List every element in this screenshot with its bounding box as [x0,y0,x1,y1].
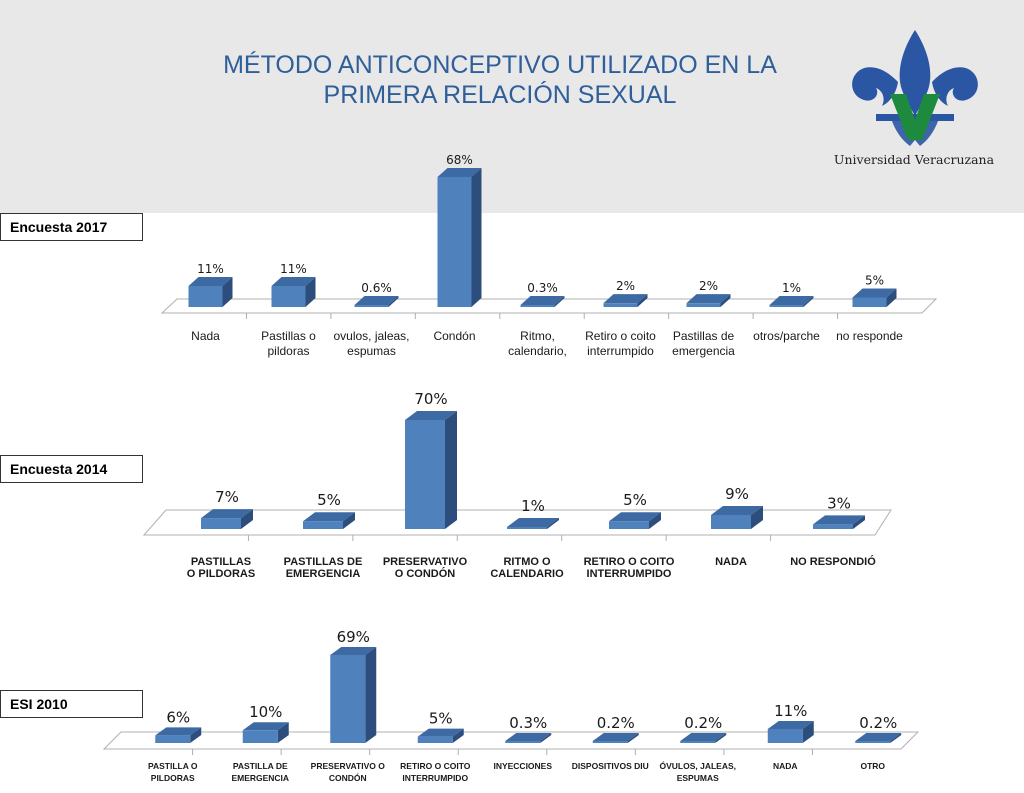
bar [813,515,865,529]
bar [505,733,552,743]
category-label: PASTILLA DE EMERGENCIA [231,761,289,783]
bar [767,720,814,743]
bar [603,294,648,307]
bar [271,276,316,307]
category-label: INYECCIONES [493,761,552,771]
data-label: 5% [429,710,453,728]
bar [303,512,355,529]
category-label: Ritmo, calendario, [508,329,567,358]
survey-label-2010: ESI 2010 [0,690,143,718]
category-label: NADA [773,761,798,771]
data-label: 5% [317,491,341,509]
category-label: PASTILLAS O PILDORAS [187,556,255,580]
category-label: PRESERVATIVO O CONDÓN [311,761,386,783]
bar [769,296,814,307]
data-label: 3% [827,494,851,512]
category-label: OTRO [860,761,885,771]
bar [330,647,377,743]
chart-2014: 7% PASTILLAS O PILDORAS 5% PASTILLAS DE EMERG… [142,390,892,580]
category-label: Pastillas o pildoras [261,329,316,358]
bar [437,168,482,307]
data-label: 0.2% [597,714,635,732]
category-label: ovulos, jaleas, espumas [333,329,409,358]
bar [520,296,565,307]
bar [686,294,731,307]
bar [711,505,763,529]
data-label: 5% [865,273,884,287]
category-label: RETIRO O COITO INTERRUMPIDO [400,761,471,783]
data-label: 10% [249,703,282,721]
bar [680,733,727,743]
data-label: 5% [623,491,647,509]
category-label: PRESERVATIVO O CONDÓN [383,556,468,580]
header-band [0,0,1024,213]
data-label: 0.3% [509,714,547,732]
data-label: 68% [446,153,473,167]
bar [507,518,559,529]
data-label: 11% [774,702,807,720]
data-label: 0.6% [361,281,392,295]
data-label: 0.2% [684,714,722,732]
data-label: 6% [166,708,190,726]
category-label: Nada [191,329,220,343]
data-label: 0.2% [859,714,897,732]
data-label: 70% [414,390,447,408]
university-logo-icon [852,30,978,146]
category-label: Pastillas de emergencia [672,329,735,358]
logo-caption: Universidad Veracruzana [833,152,995,167]
data-label: 2% [699,279,718,293]
data-label: 1% [782,281,801,295]
data-label: 11% [280,262,307,276]
category-label: Retiro o coito interrumpido [585,329,656,358]
category-label: RETIRO O COITO INTERRUMPIDO [584,556,675,580]
category-label: NADA [715,556,747,568]
bar [354,296,399,307]
chart-2010: 6% PASTILLA O PILDORAS 10% PASTILLA DE EMERGE… [102,628,920,783]
bar [201,509,253,529]
bar [855,733,902,743]
category-label: otros/parche [753,329,820,343]
page-title: MÉTODO ANTICONCEPTIVO UTILIZADO EN LA PR… [223,51,777,109]
data-label: 1% [521,497,545,515]
bar [405,411,457,529]
category-label: no responde [836,329,903,343]
survey-label-2014: Encuesta 2014 [0,455,143,483]
category-label: Condón [433,329,475,343]
bar [242,722,289,743]
bar [852,288,897,307]
bar [155,727,202,743]
bar [609,512,661,529]
survey-label-2017: Encuesta 2017 [0,213,143,241]
data-label: 69% [337,628,370,646]
chart-2017: 11% Nada 11% Pastillas o pildoras 0.6% ovulos,… [160,153,938,358]
category-label: RITMO O CALENDARIO [490,556,564,580]
category-label: PASTILLAS DE EMERGENCIA [284,556,363,580]
data-label: 7% [215,488,239,506]
bar [188,276,233,307]
data-label: 2% [616,279,635,293]
bar [417,728,464,743]
category-label: DISPOSITIVOS DIU [572,761,649,771]
data-label: 9% [725,485,749,503]
bar [592,733,639,743]
data-label: 11% [197,262,224,276]
category-label: PASTILLA O PILDORAS [148,761,198,783]
category-label: ÓVULOS, JALEAS, ESPUMAS [659,760,736,783]
category-label: NO RESPONDIÓ [790,555,876,568]
data-label: 0.3% [527,281,558,295]
